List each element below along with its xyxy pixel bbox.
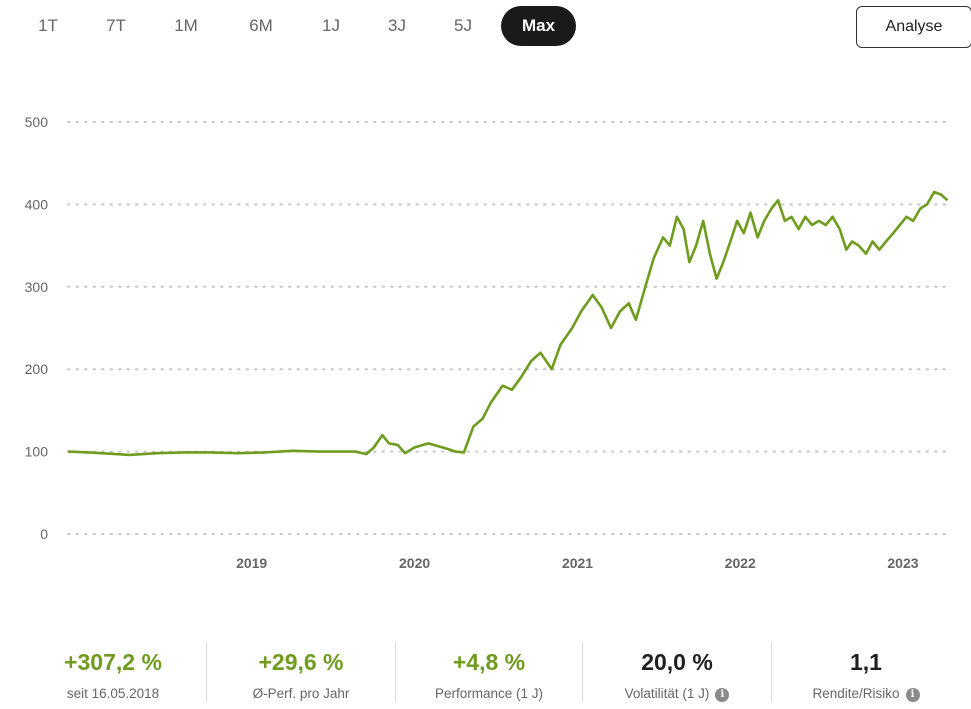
stat-return-risk: 1,1 Rendite/Risiko i [772,640,960,704]
tab-1m[interactable]: 1M [174,16,198,35]
tab-6m[interactable]: 6M [249,16,273,35]
analyse-button[interactable]: Analyse [856,6,971,48]
stat-divider [206,642,207,702]
y-tick-label: 0 [40,526,48,542]
tab-5j[interactable]: 5J [454,16,472,35]
stat-value: 20,0 % [641,649,713,675]
x-tick-label: 2019 [236,555,267,571]
stat-divider [582,642,583,702]
info-icon[interactable]: i [715,688,730,702]
info-icon[interactable]: i [905,688,920,702]
y-tick-label: 500 [25,114,49,130]
stat-label: Performance (1 J) [434,686,544,701]
y-axis-ticks: 0 100 200 300 400 500 [25,114,49,542]
performance-chart: 0 100 200 300 400 500 2019 2020 2021 2022 2023 [25,114,953,571]
stat-value: +307,2 % [64,649,162,675]
series-line [67,190,949,457]
stat-label: Ø-Perf. pro Jahr [252,686,350,701]
y-tick-label: 100 [25,444,49,460]
x-tick-label: 2021 [562,555,593,571]
stat-total-performance: +307,2 % seit 16.05.2018 [20,640,206,704]
stats-bar: +307,2 % seit 16.05.2018 +29,6 % Ø-Perf.… [20,640,960,704]
stat-label: Volatilität (1 J) i [583,686,771,702]
stat-value: 1,1 [850,649,882,675]
y-tick-label: 200 [25,361,49,377]
stat-divider [771,642,772,702]
time-range-tabs: 1T 7T 1M 6M 1J 3J 5J Max [0,6,620,46]
tab-1j[interactable]: 1J [322,16,340,35]
x-tick-label: 2023 [887,555,918,571]
stat-performance-1y: +4,8 % Performance (1 J) [396,640,582,704]
stat-volatility: 20,0 % Volatilität (1 J) i [583,640,771,704]
stat-divider [395,642,396,702]
y-tick-label: 400 [25,196,49,212]
stat-label: Rendite/Risiko i [772,686,960,702]
stat-value: +4,8 % [452,649,526,675]
stat-label: seit 16.05.2018 [66,686,160,701]
x-tick-label: 2022 [725,555,756,571]
stat-label-text: Volatilität (1 J) [624,686,710,701]
stat-value: +29,6 % [258,649,344,675]
x-tick-label: 2020 [399,555,430,571]
tab-7t[interactable]: 7T [106,16,126,35]
tab-1t[interactable]: 1T [38,16,58,35]
tab-max[interactable]: Max [501,6,576,46]
tab-3j[interactable]: 3J [388,16,406,35]
stat-annual-performance: +29,6 % Ø-Perf. pro Jahr [207,640,395,704]
chart-grid [67,121,953,535]
y-tick-label: 300 [25,279,49,295]
stat-label-text: Rendite/Risiko [812,686,900,701]
x-axis-ticks: 2019 2020 2021 2022 2023 [236,555,919,571]
